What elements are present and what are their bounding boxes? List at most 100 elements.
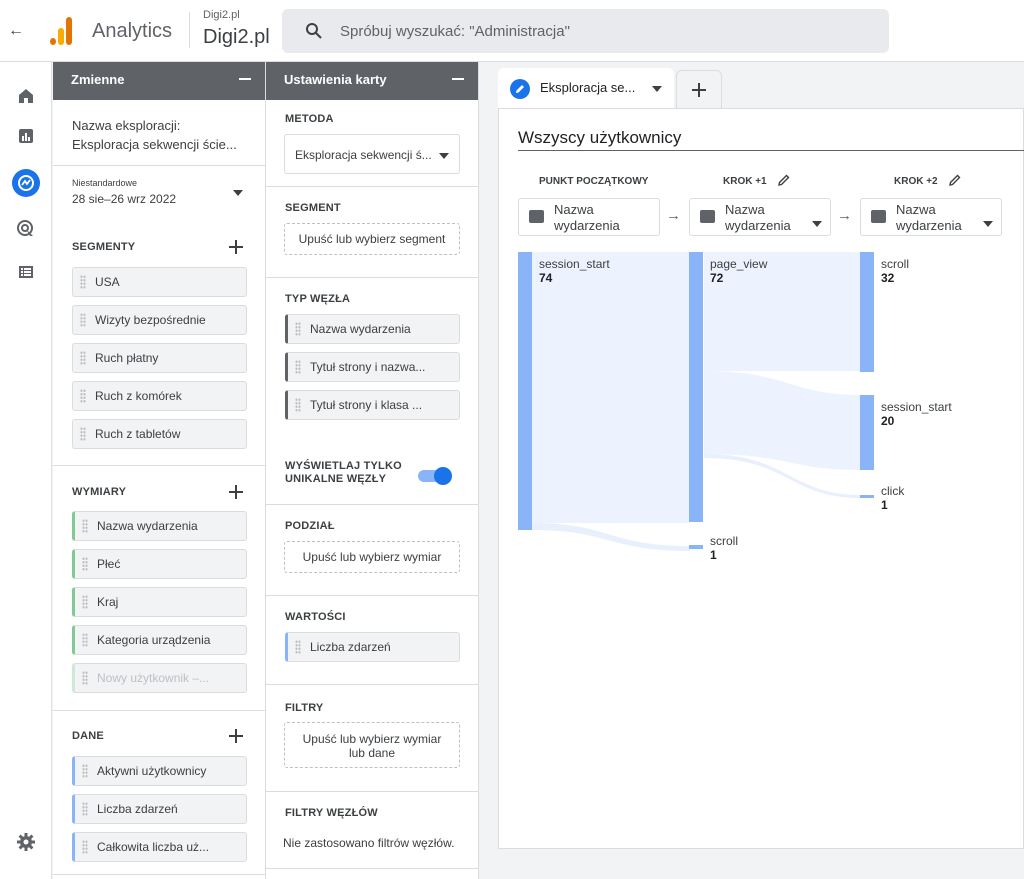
dimension-chip[interactable]: Nowy użytkownik –...: [72, 663, 247, 693]
segment-chip[interactable]: Ruch z tabletów: [72, 419, 247, 449]
segment-chip[interactable]: Ruch płatny: [72, 343, 247, 373]
metric-chip[interactable]: Aktywni użytkownicy: [72, 756, 247, 786]
node-type-icon: [871, 210, 886, 223]
pencil-icon[interactable]: [777, 173, 791, 190]
node-type-chip[interactable]: Nazwa wydarzenia: [285, 314, 460, 344]
dimension-chip[interactable]: Kategoria urządzenia: [72, 625, 247, 655]
drag-handle-icon[interactable]: [82, 840, 88, 854]
analytics-logo-icon[interactable]: [50, 15, 74, 45]
dimension-chip-label: Nazwa wydarzenia: [97, 519, 198, 533]
node-selector-line1: Nazwa: [725, 202, 765, 217]
dimension-chip[interactable]: Kraj: [72, 587, 247, 617]
drag-handle-icon[interactable]: [82, 802, 88, 816]
advertising-icon[interactable]: [14, 217, 38, 241]
pencil-icon: [510, 79, 530, 99]
exploration-name-field[interactable]: Eksploracja sekwencji ście...: [72, 137, 237, 152]
chevron-down-icon: [233, 190, 243, 196]
divider: [266, 684, 478, 685]
add-tab-button[interactable]: [676, 70, 722, 108]
segment-chip[interactable]: Wizyty bezpośrednie: [72, 305, 247, 335]
step-node-selector[interactable]: Nazwa wydarzenia: [860, 198, 1002, 236]
home-icon[interactable]: [14, 84, 38, 108]
step-node-selector[interactable]: Nazwa wydarzenia: [689, 198, 831, 236]
metric-chip[interactable]: Całkowita liczba uż...: [72, 832, 247, 862]
explore-icon[interactable]: [11, 168, 41, 198]
collapse-icon[interactable]: [452, 78, 464, 80]
settings-gear-icon[interactable]: [14, 830, 38, 854]
node-bar[interactable]: [860, 495, 874, 498]
node-name: page_view: [710, 257, 768, 271]
values-chip[interactable]: Liczba zdarzeń: [285, 632, 460, 662]
configure-icon[interactable]: [14, 260, 38, 284]
node-value: 20: [881, 414, 895, 428]
plus-icon: [692, 83, 706, 97]
breakdown-drop-zone[interactable]: Upuść lub wybierz wymiar: [284, 541, 460, 573]
drag-handle-icon[interactable]: [80, 313, 86, 327]
metric-chip[interactable]: Liczba zdarzeń: [72, 794, 247, 824]
drag-handle-icon[interactable]: [80, 351, 86, 365]
date-range-picker[interactable]: Niestandardowe 28 sie–26 wrz 2022: [72, 178, 247, 214]
divider: [266, 868, 478, 869]
step-node-selector[interactable]: Nazwa wydarzenia: [518, 198, 660, 236]
node-type-chip[interactable]: Tytuł strony i klasa ...: [285, 390, 460, 420]
drag-handle-icon[interactable]: [82, 519, 88, 533]
segment-drop-zone[interactable]: Upuść lub wybierz segment: [284, 223, 460, 255]
node-type-chip[interactable]: Tytuł strony i nazwa...: [285, 352, 460, 382]
back-arrow-icon[interactable]: ←: [8, 22, 24, 39]
filters-drop-zone[interactable]: Upuść lub wybierz wymiar lub dane: [284, 722, 460, 768]
filters-drop-text: Upuść lub wybierz wymiar: [302, 732, 442, 746]
left-nav-rail: [0, 62, 52, 879]
drag-handle-icon[interactable]: [295, 360, 301, 374]
divider: [266, 595, 478, 596]
chevron-down-icon[interactable]: [652, 86, 662, 92]
account-name[interactable]: Digi2.pl: [203, 9, 240, 21]
unique-nodes-toggle[interactable]: [418, 467, 452, 485]
collapse-icon[interactable]: [239, 78, 251, 80]
node-bar[interactable]: [860, 252, 874, 372]
drag-handle-icon[interactable]: [80, 275, 86, 289]
node-bar[interactable]: [860, 395, 874, 470]
search-input[interactable]: Spróbuj wyszukać: "Administracja": [282, 9, 889, 53]
node-bar[interactable]: [689, 252, 703, 522]
divider: [266, 277, 478, 278]
node-selector-label: Nazwa wydarzenia: [725, 202, 791, 234]
node-name: click: [881, 484, 905, 498]
top-bar: ← Analytics Digi2.pl Digi2.pl Spróbuj wy…: [0, 0, 1024, 62]
node-bar[interactable]: [689, 545, 703, 549]
node-selector-line2: wydarzenia: [554, 218, 620, 233]
date-range-label: Niestandardowe: [72, 178, 138, 188]
drag-handle-icon[interactable]: [80, 427, 86, 441]
drag-handle-icon[interactable]: [82, 633, 88, 647]
reports-icon[interactable]: [14, 124, 38, 148]
drag-handle-icon[interactable]: [82, 764, 88, 778]
node-name: session_start: [539, 257, 610, 271]
drag-handle-icon[interactable]: [82, 671, 88, 685]
variables-title: Zmienne: [71, 72, 125, 87]
filters-drop-text-2: lub dane: [348, 746, 396, 760]
tab-exploration[interactable]: Eksploracja se...: [498, 68, 674, 108]
drag-handle-icon[interactable]: [80, 389, 86, 403]
add-segment-plus-icon[interactable]: [229, 240, 243, 254]
divider: [189, 12, 190, 48]
drag-handle-icon[interactable]: [295, 398, 301, 412]
dimension-chip[interactable]: Płeć: [72, 549, 247, 579]
drag-handle-icon[interactable]: [82, 557, 88, 571]
divider: [266, 186, 478, 187]
variables-header: Zmienne: [53, 62, 265, 100]
drag-handle-icon[interactable]: [82, 595, 88, 609]
node-name: session_start: [881, 400, 952, 414]
add-metric-plus-icon[interactable]: [229, 729, 243, 743]
metric-chip-label: Aktywni użytkownicy: [97, 764, 207, 778]
drag-handle-icon[interactable]: [295, 322, 301, 336]
dimension-chip[interactable]: Nazwa wydarzenia: [72, 511, 247, 541]
method-value: Eksploracja sekwencji ś...: [295, 148, 432, 162]
segment-chip[interactable]: USA: [72, 267, 247, 297]
segment-chip[interactable]: Ruch z komórek: [72, 381, 247, 411]
breakdown-label: PODZIAŁ: [285, 520, 335, 532]
node-bar[interactable]: [518, 252, 532, 530]
add-dimension-plus-icon[interactable]: [229, 485, 243, 499]
method-select[interactable]: Eksploracja sekwencji ś...: [284, 134, 460, 174]
property-name[interactable]: Digi2.pl: [203, 26, 270, 48]
node-label: click 1: [881, 484, 904, 512]
pencil-icon[interactable]: [948, 173, 962, 190]
